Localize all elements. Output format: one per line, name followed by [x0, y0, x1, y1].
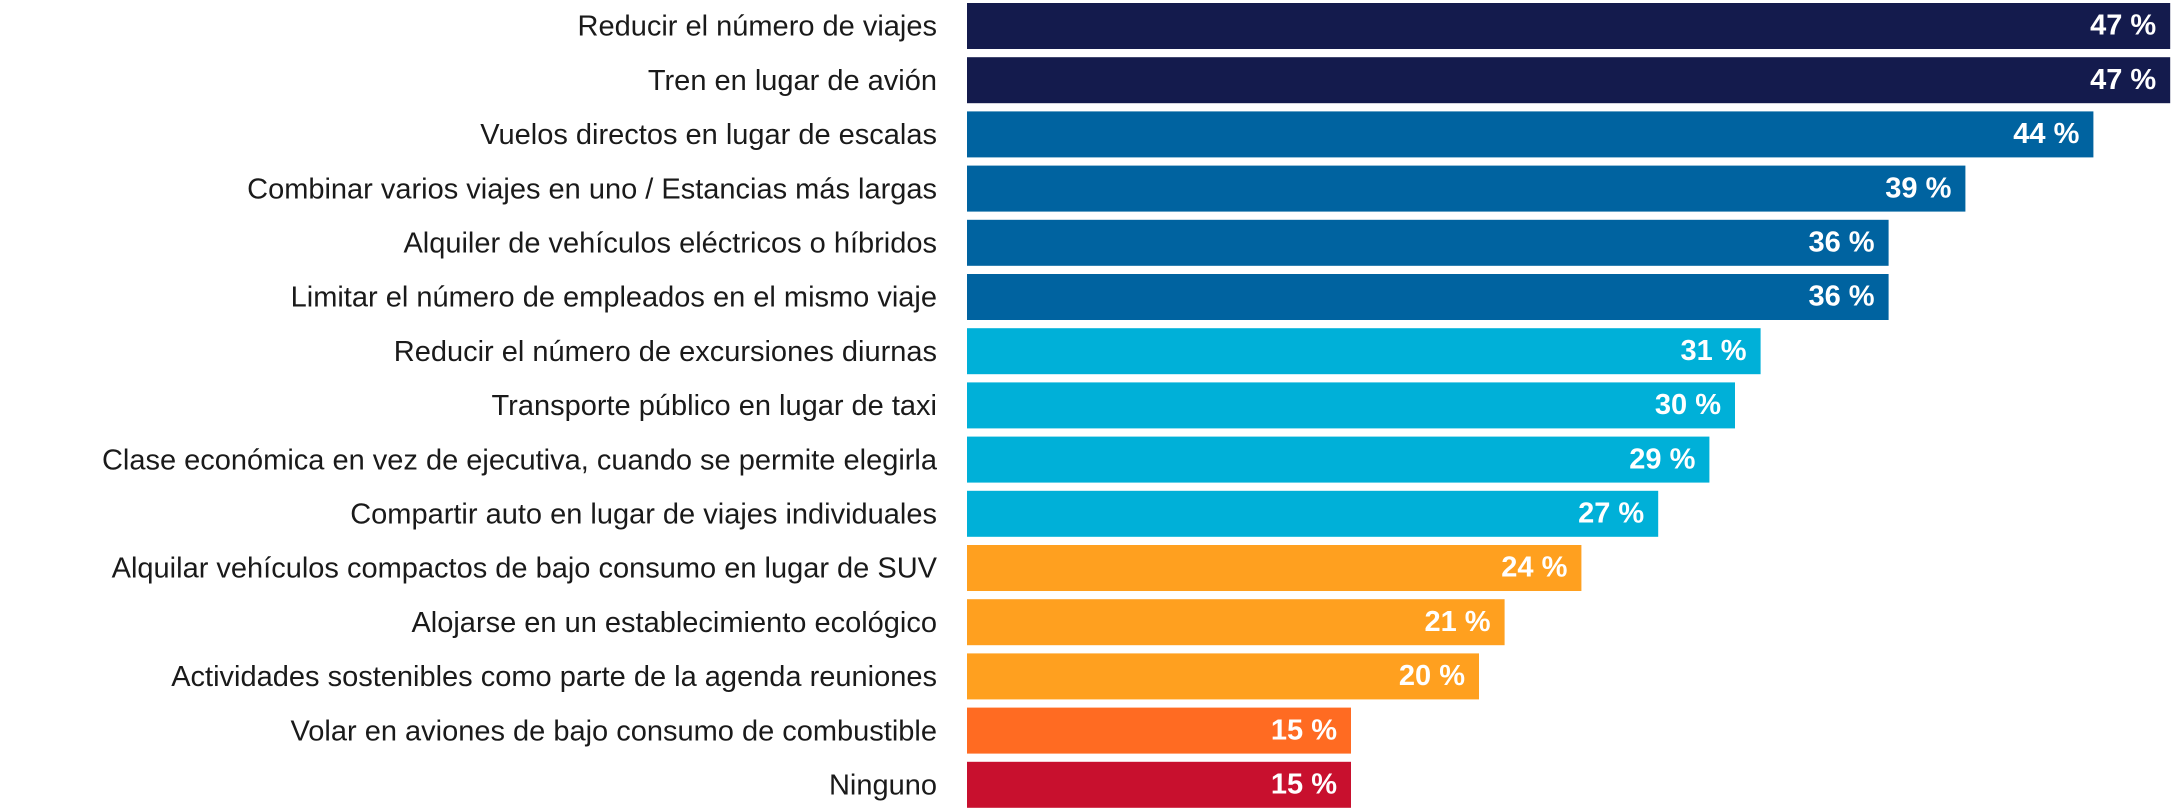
value-label: 30 %: [1655, 389, 1721, 421]
bar: [967, 761, 1351, 808]
bar: [967, 219, 1889, 266]
value-label: 24 %: [1501, 552, 1567, 584]
value-label: 20 %: [1399, 660, 1465, 692]
category-label: Alojarse en un establecimiento ecológico: [411, 607, 937, 639]
category-label: Reducir el número de excursiones diurnas: [394, 336, 937, 368]
category-label: Volar en aviones de bajo consumo de comb…: [291, 715, 937, 747]
bar: [967, 653, 1479, 700]
category-label: Vuelos directos en lugar de escalas: [480, 119, 937, 151]
category-label: Reducir el número de viajes: [578, 11, 937, 43]
category-label: Alquilar vehículos compactos de bajo con…: [112, 553, 938, 585]
value-label: 21 %: [1424, 606, 1490, 638]
bar: [967, 165, 1966, 212]
bar: [967, 111, 2094, 158]
bar: [967, 599, 1505, 646]
bar: [967, 3, 2171, 49]
bar: [967, 328, 1761, 375]
value-label: 36 %: [1808, 226, 1874, 258]
bar: [967, 490, 1659, 537]
bar: [967, 707, 1351, 754]
value-label: 47 %: [2090, 64, 2156, 96]
value-label: 47 %: [2090, 10, 2156, 42]
category-label: Limitar el número de empleados en el mis…: [291, 282, 937, 314]
value-label: 29 %: [1629, 443, 1695, 475]
value-label: 44 %: [2013, 118, 2079, 150]
category-label: Alquiler de vehículos eléctricos o híbri…: [403, 227, 937, 259]
value-label: 15 %: [1271, 768, 1337, 800]
bar: [967, 436, 1710, 483]
value-label: 36 %: [1808, 281, 1874, 313]
category-label: Actividades sostenibles como parte de la…: [171, 661, 937, 693]
bar: [967, 545, 1582, 591]
value-label: 31 %: [1680, 335, 1746, 367]
value-label: 39 %: [1885, 172, 1951, 204]
bar: [967, 382, 1735, 429]
value-label: 15 %: [1271, 714, 1337, 746]
bar: [967, 57, 2171, 104]
value-label: 27 %: [1578, 497, 1644, 529]
category-label: Tren en lugar de avión: [648, 65, 937, 97]
category-label: Ninguno: [829, 769, 937, 801]
category-label: Compartir auto en lugar de viajes indivi…: [350, 498, 937, 530]
category-label: Combinar varios viajes en uno / Estancia…: [247, 173, 937, 205]
bar: [967, 274, 1889, 320]
category-label: Clase económica en vez de ejecutiva, cua…: [102, 444, 938, 476]
category-label: Transporte público en lugar de taxi: [492, 390, 937, 422]
